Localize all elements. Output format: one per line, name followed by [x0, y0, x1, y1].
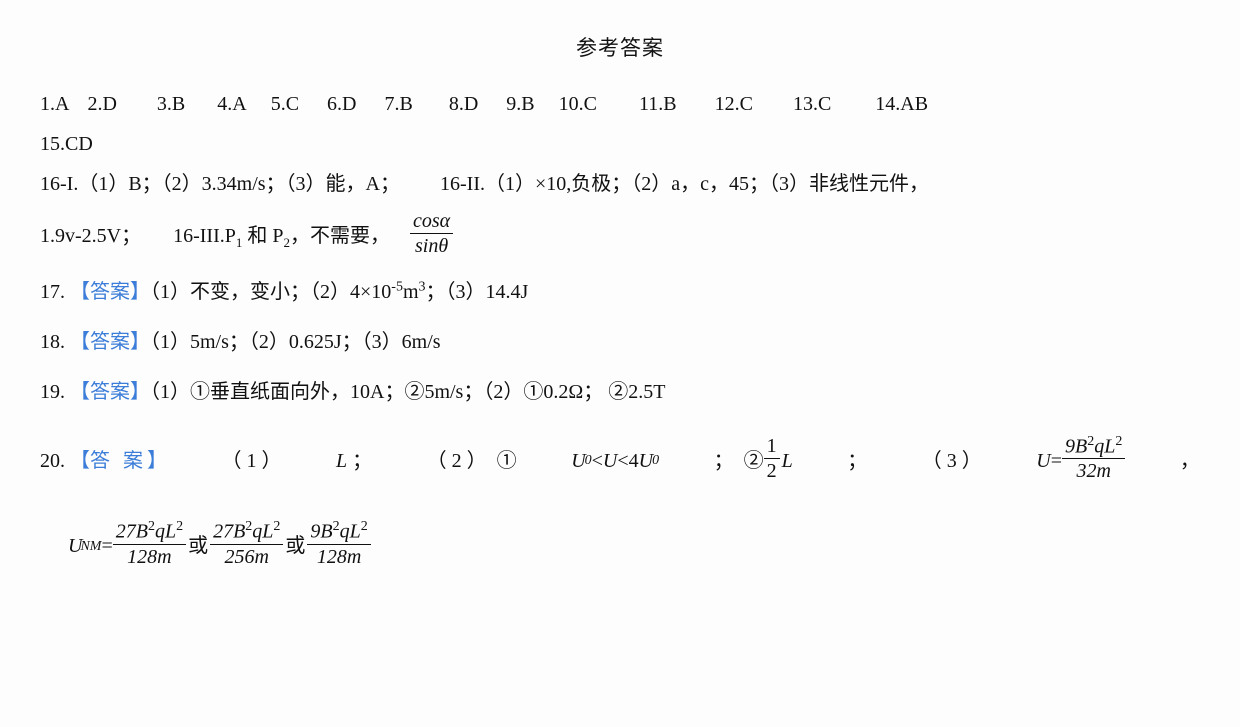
q20b-frac-3: 9B2qL2 128m	[307, 519, 370, 569]
f2na: 27B	[213, 521, 245, 543]
four: 4	[629, 443, 639, 479]
U0-sym: U	[571, 443, 585, 479]
q16-separator	[400, 166, 440, 202]
f2nb: qL	[252, 521, 273, 543]
or-1: 或	[188, 528, 208, 564]
lt-2: <	[617, 443, 628, 479]
q18-body: （1）5m/s；（2）0.625J；（3）6m/s	[150, 331, 441, 353]
half-den: 2	[764, 459, 780, 483]
answer-3: 3.B	[157, 86, 185, 122]
q20-p1: （ 1 ）	[222, 443, 282, 479]
answer-9: 9.B	[506, 86, 534, 122]
answer-16-line-1: 16-I.（1）B；（2）3.34m/s；（3）能，A； 16-II.（1）×1…	[40, 166, 929, 202]
q16-III-p1: 16-III.P	[173, 225, 236, 247]
q20-L: L	[336, 450, 347, 472]
answer-20-line-1: 20. 【答 案】 （ 1 ） L ； （ 2 ） ① U0 < U < 4U0…	[40, 436, 1200, 486]
answer-7: 7.B	[385, 86, 413, 122]
q20-p2: （ 2 ） ①	[427, 443, 517, 479]
q20b-frac-2: 27B2qL2 256m	[210, 519, 283, 569]
q20-inequality: U0 < U < 4U0	[571, 443, 659, 479]
answer-10: 10.C	[559, 86, 597, 122]
answer-8: 8.D	[449, 86, 478, 122]
multiple-choice-row-2: 15.CD	[40, 126, 1200, 162]
lt-1: <	[592, 443, 603, 479]
UNM-sub: NM	[80, 534, 101, 559]
q20-semi-1: ；	[352, 450, 372, 472]
q17-num: 17.	[40, 281, 70, 303]
U-eq-sym: U	[1036, 443, 1050, 479]
answer-6: 6.D	[327, 86, 356, 122]
q20-num: 20.	[40, 450, 70, 472]
answer-4: 4.A	[217, 86, 246, 122]
q19-body: （1）①垂直纸面向外，10A；②5m/s；（2）①0.2Ω； ②2.5T	[150, 381, 665, 403]
q18-num: 18.	[40, 331, 70, 353]
f3nb: qL	[340, 521, 361, 543]
q19-num: 19.	[40, 381, 70, 403]
answer-18: 18. 【答案】（1）5m/s；（2）0.625J；（3）6m/s	[40, 324, 1200, 360]
frac-num: cosα	[410, 210, 453, 234]
f-d: 32m	[1062, 459, 1125, 483]
q16-III-tail: ，不需要，	[290, 225, 390, 247]
multiple-choice-row-1: 1.A 2.D 3.B 4.A 5.C 6.D 7.B 8.D 9.B 10.C…	[40, 86, 1200, 122]
answer-tag-close: 】	[147, 450, 167, 472]
q20-U-equation: U = 9B2qL2 32m	[1036, 436, 1125, 486]
q16-I-text: 16-I.（1）B；（2）3.34m/s；（3）能，A；	[40, 166, 400, 202]
answer-tag: 【答案】	[70, 281, 150, 303]
q20-p3: （ 3 ）	[922, 443, 982, 479]
half-num: 1	[764, 435, 780, 459]
or-2: 或	[285, 528, 305, 564]
answer-13: 13.C	[793, 86, 831, 122]
eq-sign-2: =	[101, 528, 112, 564]
answer-14: 14.AB	[875, 86, 928, 122]
f-n-b: qL	[1094, 435, 1115, 457]
q17-body: （1）不变，变小；（2）4×10	[150, 281, 391, 303]
q17-rest: ；（3）14.4J	[426, 281, 529, 303]
q16-III-prefix: 16-III.P1 和 P2，不需要，	[173, 218, 390, 254]
q20b-frac-1: 27B2qL2 128m	[113, 519, 186, 569]
answer-tag-mid: 答 案	[90, 450, 147, 472]
answer-tag-open: 【	[70, 450, 90, 472]
q16-III-p2: 和 P	[242, 225, 283, 247]
answer-19: 19. 【答案】（1）①垂直纸面向外，10A；②5m/s；（2）①0.2Ω； ②…	[40, 374, 1200, 410]
eq-sign: =	[1051, 443, 1062, 479]
f1na: 27B	[116, 521, 148, 543]
answer-tag: 【答案】	[70, 381, 150, 403]
q16-II-text: 16-II.（1）×10,负极；（2）a，c，45；（3）非线性元件，	[440, 166, 929, 202]
q20-semi-3: ；	[847, 443, 867, 479]
f2d: 256m	[210, 545, 283, 569]
q20-L2: L	[782, 443, 793, 479]
q20-semi-2: ； ②	[714, 443, 764, 479]
answer-2: 2.D	[87, 86, 116, 122]
answer-16-line-2: 1.9v-2.5V； 16-III.P1 和 P2，不需要， cosα sinθ	[40, 212, 453, 260]
q16-range: 1.9v-2.5V；	[40, 218, 141, 254]
q17-cube: 3	[419, 279, 426, 294]
answer-5: 5.C	[271, 86, 299, 122]
answer-20-line-2: UNM = 27B2qL2 128m 或 27B2qL2 256m 或 9B2q…	[68, 521, 371, 571]
answer-1: 1.A	[40, 86, 69, 122]
f1d: 128m	[113, 545, 186, 569]
q16-fraction: cosα sinθ	[410, 210, 453, 258]
frac-den: sinθ	[410, 234, 453, 258]
q17-unit: m	[403, 281, 419, 303]
f1nb: qL	[155, 521, 176, 543]
answer-15: 15.CD	[40, 133, 93, 155]
answer-11: 11.B	[639, 86, 677, 122]
answer-tag: 【答案】	[70, 331, 150, 353]
answer-17: 17. 【答案】（1）不变，变小；（2）4×10-5m3；（3）14.4J	[40, 274, 1200, 310]
q20-half-L: ； ② 1 2 L	[714, 437, 793, 485]
f3d: 128m	[307, 545, 370, 569]
U-sym: U	[603, 443, 617, 479]
f-n-a: 9B	[1065, 435, 1087, 457]
q20-trailing-comma: ，	[1180, 443, 1200, 479]
U0-sym-2: U	[639, 443, 653, 479]
f3na: 9B	[310, 521, 332, 543]
page-title: 参考答案	[40, 30, 1200, 68]
answer-12: 12.C	[715, 86, 753, 122]
q17-exp: -5	[391, 279, 403, 294]
